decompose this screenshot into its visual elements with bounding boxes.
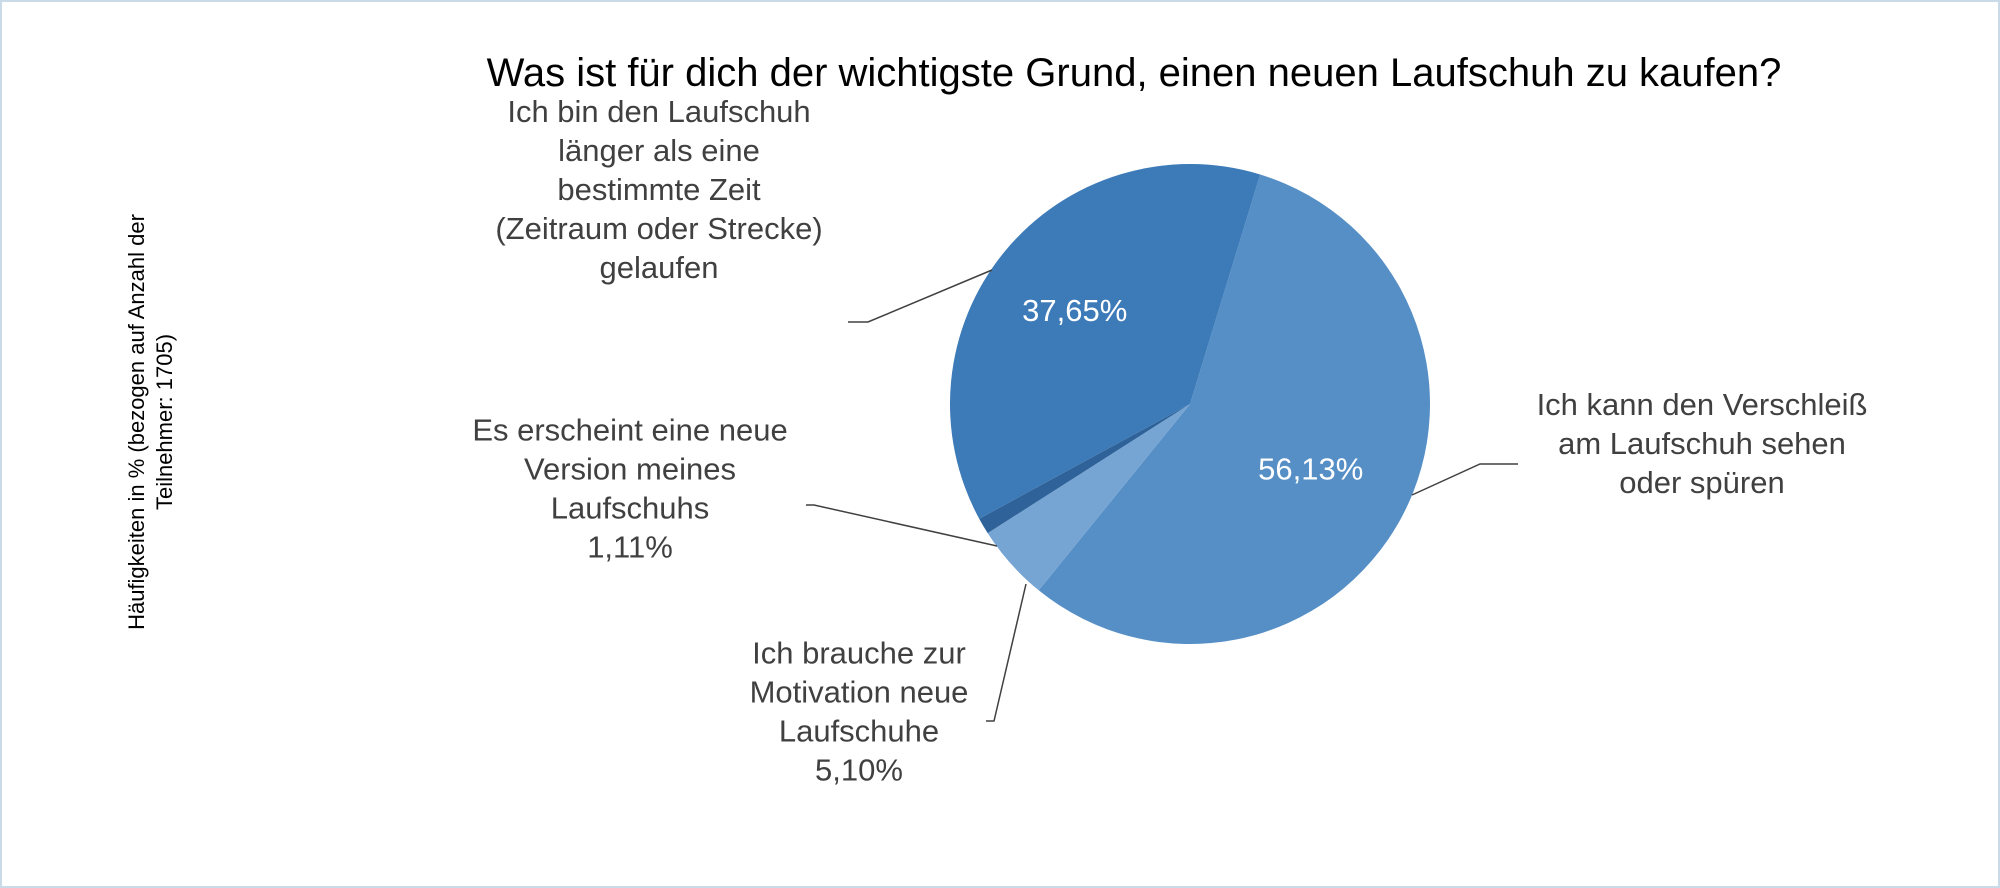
- leader-line: [848, 269, 993, 323]
- slice-category-label: Ich kann den Verschleiß am Laufschuh sehe…: [1537, 387, 1868, 500]
- slice-category-label: Es erscheint eine neue Version meines Lauf…: [472, 413, 787, 565]
- slice-label-line: (Zeitraum oder Strecke): [495, 211, 822, 246]
- slice-label-line: Ich bin den Laufschuh: [507, 94, 810, 129]
- slice-label-line: Ich brauche zur: [752, 636, 966, 671]
- slice-label-line: 1,11%: [587, 530, 673, 565]
- slice-value-label: 56,13%: [1258, 451, 1363, 486]
- slice-value-label: 37,65%: [1022, 293, 1127, 328]
- y-axis-label-line: Häufigkeiten in % (bezogen auf Anzahl de…: [124, 214, 149, 630]
- leader-line: [986, 583, 1027, 722]
- y-axis-label-line: Teilnehmer: 1705): [152, 334, 177, 510]
- slice-label-line: 5,10%: [815, 753, 903, 788]
- y-axis-label: Häufigkeiten in % (bezogen auf Anzahl de…: [124, 214, 177, 630]
- slice-label-line: am Laufschuh sehen: [1558, 426, 1846, 461]
- slice-label-line: gelaufen: [600, 250, 719, 285]
- pie-slice: [979, 404, 1190, 534]
- pie-slice: [1038, 174, 1430, 644]
- slice-label-line: Es erscheint eine neue: [472, 413, 787, 448]
- slice-label-line: Laufschuhs: [551, 491, 710, 526]
- slice-category-label: Ich bin den Laufschuh länger als eine best…: [495, 94, 822, 285]
- pie-slices: [949, 163, 1430, 644]
- slice-label-line: länger als eine: [558, 133, 760, 168]
- slice-label-line: Ich kann den Verschleiß: [1537, 387, 1868, 422]
- slice-label-line: Motivation neue: [750, 675, 969, 710]
- pie-slice: [949, 163, 1261, 519]
- slice-label-line: Version meines: [524, 452, 736, 487]
- pie-slice: [987, 404, 1190, 591]
- slice-label-line: bestimmte Zeit: [557, 172, 761, 207]
- leader-line: [1411, 463, 1518, 496]
- slice-label-line: oder spüren: [1619, 465, 1784, 500]
- slice-labels: Ich kann den Verschleiß am Laufschuh sehe…: [472, 94, 1867, 788]
- chart-title: Was ist für dich der wichtigste Grund, e…: [487, 51, 1782, 95]
- slice-label-line: Laufschuhe: [779, 714, 939, 749]
- leader-line: [806, 504, 998, 547]
- slice-category-label: Ich brauche zur Motivation neue Laufschuhe…: [750, 636, 969, 788]
- leader-lines: [806, 269, 1518, 722]
